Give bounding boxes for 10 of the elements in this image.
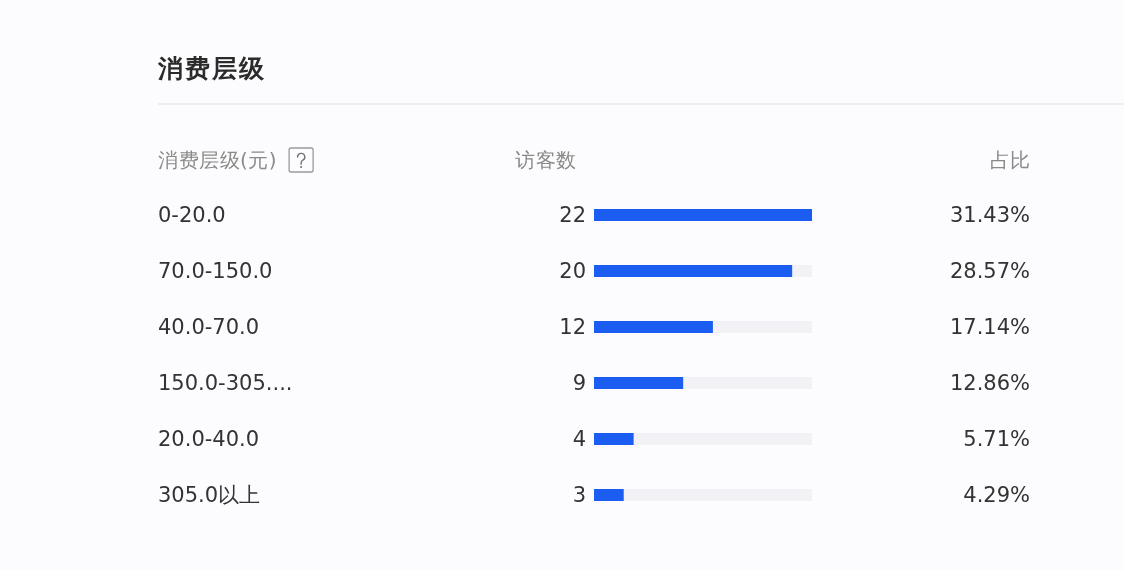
annotation: 5.71% [963,427,1030,451]
annotation: 31.43% [949,203,1030,227]
ylabel: 消费层级(元) [158,148,278,172]
annotation: 28.57% [949,259,1030,283]
annotation: 占比 [990,148,1030,172]
title: 消费层级 [158,53,266,83]
annotation: 12.86% [949,371,1030,395]
annotation: 4.29% [963,483,1030,507]
xlabel: 访客数 [515,148,577,172]
annotation: 17.14% [949,315,1030,339]
